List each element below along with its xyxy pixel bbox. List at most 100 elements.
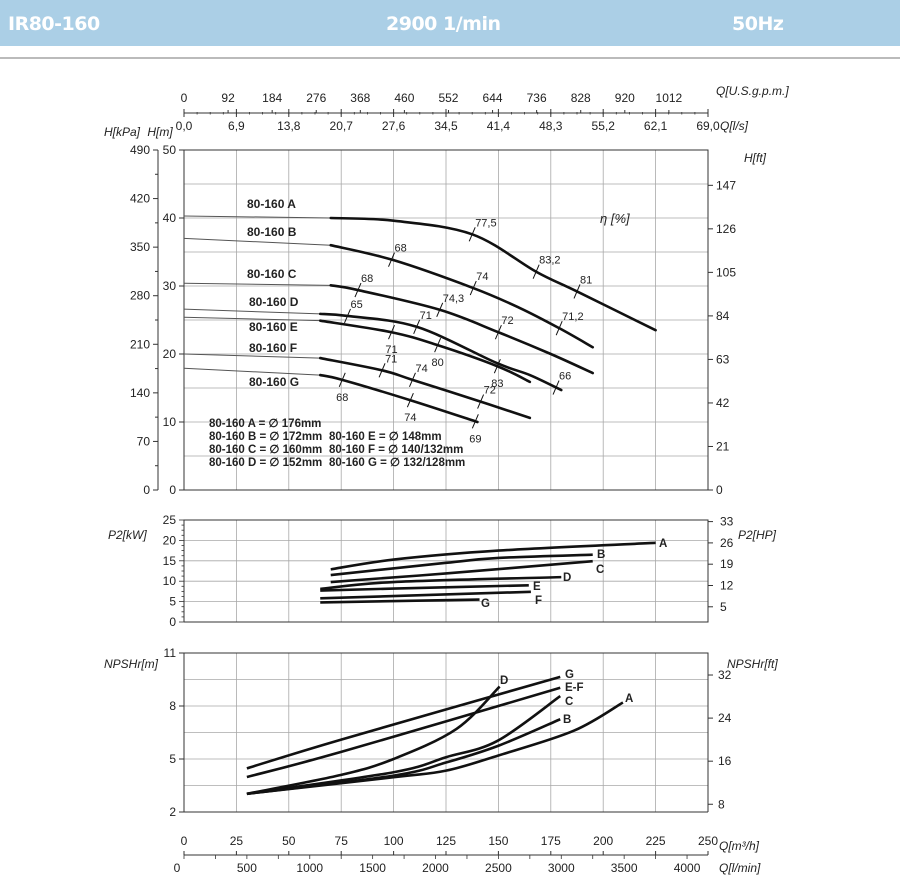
kpa-tick-label: 140 bbox=[130, 386, 150, 400]
ls-tick-label: 48,3 bbox=[539, 119, 563, 133]
m3h-tick-label: 175 bbox=[541, 834, 561, 848]
head-curve-label: 80-160 C bbox=[247, 267, 297, 281]
h-tick-label: 10 bbox=[163, 415, 177, 429]
kpa-tick-label: 350 bbox=[130, 240, 150, 254]
efficiency-tick bbox=[494, 325, 502, 340]
m3h-tick-label: 100 bbox=[384, 834, 404, 848]
gpm-tick-label: 736 bbox=[527, 91, 547, 105]
efficiency-label: 74 bbox=[476, 271, 488, 283]
head-curve-extension bbox=[183, 308, 321, 315]
gpm-tick-label: 552 bbox=[438, 91, 458, 105]
npsh-ft-tick-label: 8 bbox=[718, 797, 725, 811]
npsh-curve-label: C bbox=[565, 696, 573, 708]
efficiency-tick bbox=[406, 393, 414, 408]
header-divider bbox=[0, 57, 900, 59]
efficiency-label: 83 bbox=[491, 378, 503, 390]
ft-tick-label: 42 bbox=[716, 396, 730, 410]
npsh-curve-label: A bbox=[625, 693, 633, 705]
head-curve-label: 80-160 G bbox=[249, 375, 299, 389]
impeller-legend-item: 80-160 D = ∅ 152mm bbox=[209, 457, 322, 469]
ls-tick-label: 34,5 bbox=[434, 119, 458, 133]
efficiency-label: 68 bbox=[395, 243, 407, 255]
m3h-tick-label: 250 bbox=[698, 834, 718, 848]
p2-hp-tick-label: 12 bbox=[720, 578, 734, 592]
header-bar: IR80-160 2900 1/min 50Hz bbox=[0, 0, 900, 46]
p2-curve-label: B bbox=[597, 549, 605, 561]
efficiency-tick bbox=[471, 414, 479, 429]
npsh-ft-tick-label: 24 bbox=[718, 711, 732, 725]
p2-curve-b bbox=[330, 553, 593, 577]
efficiency-tick bbox=[436, 302, 444, 317]
gpm-tick-label: 460 bbox=[394, 91, 414, 105]
p2-curve-label: E bbox=[533, 581, 541, 593]
head-curve-a bbox=[329, 216, 657, 332]
npsh-m-tick-label: 2 bbox=[169, 805, 176, 819]
efficiency-tick bbox=[338, 372, 346, 388]
p2-hp-tick-label: 19 bbox=[720, 557, 734, 571]
p2-curve-label: G bbox=[481, 598, 490, 610]
ft-tick-label: 126 bbox=[716, 222, 736, 236]
efficiency-label: 71 bbox=[420, 310, 432, 322]
efficiency-label: 74 bbox=[415, 363, 427, 375]
efficiency-label: 72 bbox=[501, 315, 513, 327]
head-curve-extension bbox=[183, 316, 321, 322]
npsh-m-tick-label: 11 bbox=[164, 646, 177, 660]
p2-hp-tick-label: 26 bbox=[720, 536, 734, 550]
m3h-tick-label: 125 bbox=[436, 834, 456, 848]
impeller-legend-item: 80-160 E = ∅ 148mm bbox=[329, 431, 442, 443]
head-curve-d bbox=[318, 312, 563, 392]
h-m-axis-title: H[m] bbox=[147, 125, 173, 139]
p2-kw-tick-label: 10 bbox=[163, 574, 177, 588]
efficiency-tick bbox=[552, 380, 560, 395]
efficiency-label: 80 bbox=[431, 357, 443, 369]
gpm-tick-label: 184 bbox=[262, 91, 282, 105]
p2-curve-a bbox=[330, 541, 656, 571]
gpm-tick-label: 828 bbox=[571, 91, 591, 105]
m3h-tick-label: 200 bbox=[593, 834, 613, 848]
ft-tick-label: 63 bbox=[716, 352, 730, 366]
npsh-ft-axis-title: NPSHr[ft] bbox=[727, 657, 778, 671]
npsh-curve-label: D bbox=[500, 675, 508, 687]
ls-tick-label: 13,8 bbox=[277, 119, 301, 133]
p2-curve-g bbox=[320, 598, 480, 604]
npsh-curve-a bbox=[246, 701, 624, 796]
gpm-tick-label: 920 bbox=[615, 91, 635, 105]
npsh-curve-label: G bbox=[565, 669, 574, 681]
head-curve-label: 80-160 E bbox=[249, 320, 298, 334]
p2-hp-tick-label: 33 bbox=[720, 515, 734, 529]
head-curve-g bbox=[318, 373, 479, 424]
npsh-ft-tick-label: 32 bbox=[718, 668, 732, 682]
ls-tick-label: 69,0 bbox=[696, 119, 720, 133]
impeller-legend-item: 80-160 G = ∅ 132/128mm bbox=[329, 457, 465, 469]
p2-curve-c bbox=[330, 559, 593, 584]
npsh-curve-g bbox=[246, 675, 561, 770]
p2-curve-label: D bbox=[563, 572, 571, 584]
ls-tick-label: 0,0 bbox=[176, 119, 193, 133]
lmin-tick-label: 1500 bbox=[359, 861, 386, 875]
efficiency-tick bbox=[354, 282, 362, 298]
head-curve-extension bbox=[183, 353, 321, 359]
ft-tick-label: 147 bbox=[716, 178, 736, 192]
p2-curve-d bbox=[320, 575, 562, 591]
ft-tick-label: 21 bbox=[716, 439, 730, 453]
efficiency-tick bbox=[344, 308, 351, 324]
gpm-tick-label: 644 bbox=[483, 91, 503, 105]
kpa-tick-label: 0 bbox=[143, 483, 150, 497]
p2-hp-axis-title: P2[HP] bbox=[738, 528, 777, 542]
h-tick-label: 50 bbox=[163, 143, 177, 157]
lmin-tick-label: 3000 bbox=[548, 861, 575, 875]
npsh-curve-d bbox=[246, 685, 501, 796]
npsh-curve-c bbox=[246, 695, 561, 796]
lmin-tick-label: 2000 bbox=[422, 861, 449, 875]
impeller-legend-item: 80-160 F = ∅ 140/132mm bbox=[329, 444, 463, 456]
p2-kw-axis-title: P2[kW] bbox=[108, 528, 147, 542]
gpm-tick-label: 0 bbox=[181, 91, 188, 105]
m3h-tick-label: 0 bbox=[181, 834, 188, 848]
ls-tick-label: 20,7 bbox=[330, 119, 354, 133]
ft-tick-label: 84 bbox=[716, 309, 730, 323]
lmin-tick-label: 2500 bbox=[485, 861, 512, 875]
gpm-tick-label: 92 bbox=[221, 91, 235, 105]
impeller-legend-item: 80-160 A = ∅ 176mm bbox=[209, 418, 321, 430]
h-tick-label: 30 bbox=[163, 279, 177, 293]
efficiency-tick bbox=[413, 319, 421, 334]
